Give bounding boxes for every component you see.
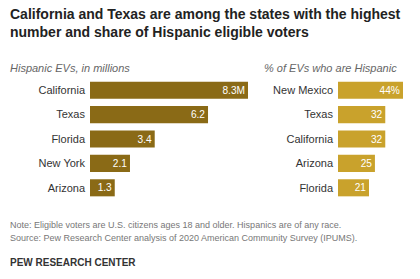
svg-text:New York: New York bbox=[39, 157, 86, 169]
svg-text:8.3M: 8.3M bbox=[222, 85, 245, 96]
svg-text:1.3: 1.3 bbox=[98, 182, 112, 193]
svg-text:Note: Eligible voters are U.S.: Note: Eligible voters are U.S. citizens … bbox=[10, 220, 341, 230]
svg-text:New Mexico: New Mexico bbox=[273, 84, 333, 96]
svg-text:2.1: 2.1 bbox=[113, 158, 127, 169]
svg-text:25: 25 bbox=[361, 158, 373, 169]
svg-text:32: 32 bbox=[371, 134, 383, 145]
svg-text:32: 32 bbox=[371, 109, 383, 120]
svg-text:6.2: 6.2 bbox=[191, 109, 205, 120]
svg-text:Source: Pew Research Center an: Source: Pew Research Center analysis of … bbox=[10, 233, 357, 243]
svg-text:% of EVs who are Hispanic: % of EVs who are Hispanic bbox=[264, 62, 397, 74]
svg-text:3.4: 3.4 bbox=[138, 134, 152, 145]
svg-text:California: California bbox=[39, 84, 86, 96]
svg-text:PEW RESEARCH CENTER: PEW RESEARCH CENTER bbox=[10, 257, 136, 268]
svg-text:Florida: Florida bbox=[51, 133, 86, 145]
svg-text:Arizona: Arizona bbox=[48, 182, 86, 194]
svg-text:21: 21 bbox=[355, 182, 367, 193]
svg-text:Hispanic EVs, in millions: Hispanic EVs, in millions bbox=[10, 62, 130, 74]
svg-text:California: California bbox=[287, 133, 334, 145]
svg-text:Arizona: Arizona bbox=[296, 157, 334, 169]
svg-text:Texas: Texas bbox=[56, 108, 85, 120]
svg-text:Texas: Texas bbox=[304, 108, 333, 120]
svg-text:44%: 44% bbox=[379, 85, 399, 96]
svg-text:California and Texas are among: California and Texas are among the state… bbox=[10, 6, 401, 40]
svg-text:Florida: Florida bbox=[299, 182, 334, 194]
